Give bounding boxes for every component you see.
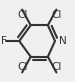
Text: Cl: Cl xyxy=(51,10,62,20)
Text: Cl: Cl xyxy=(51,62,62,72)
Text: Cl: Cl xyxy=(17,10,27,20)
Text: N: N xyxy=(59,36,67,46)
Text: Cl: Cl xyxy=(17,62,27,72)
Text: F: F xyxy=(1,36,6,46)
